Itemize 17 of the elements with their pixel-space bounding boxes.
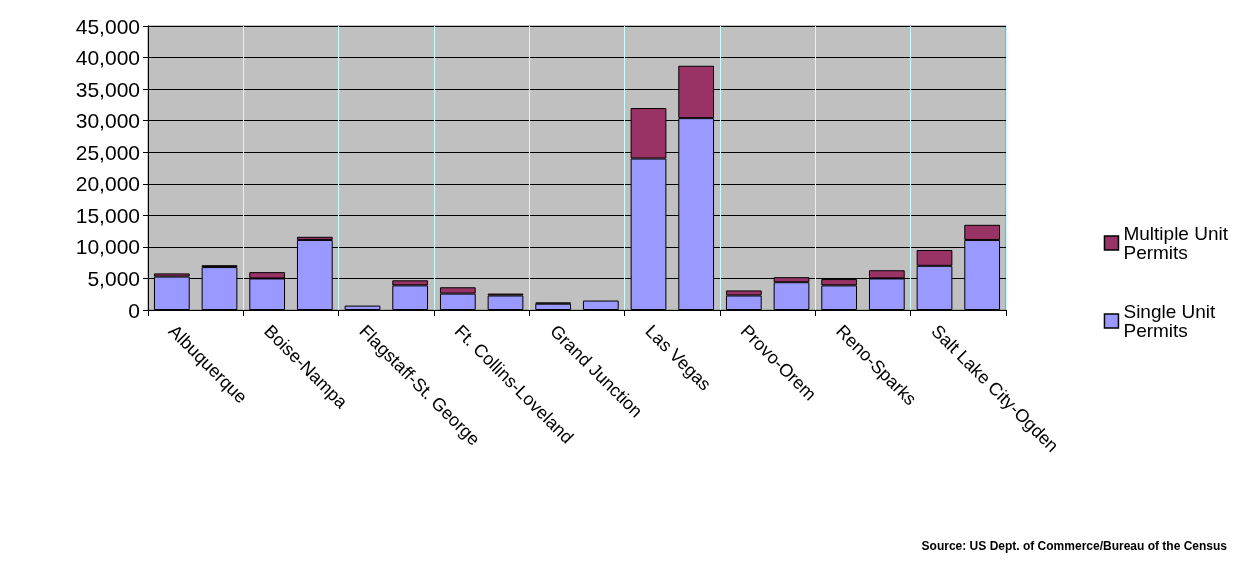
y-tick-label: 40,000	[75, 46, 140, 70]
bar	[487, 295, 524, 310]
legend-label: Multiple Unit Permits	[1123, 223, 1229, 263]
y-tick-label: 45,000	[75, 14, 140, 38]
bar	[535, 303, 572, 310]
y-tick-label: 0	[128, 298, 140, 322]
y-tick-label: 30,000	[75, 109, 140, 133]
bar	[582, 300, 619, 310]
y-tick-label: 15,000	[75, 203, 140, 227]
source-note: Source: US Dept. of Commerce/Bureau of the Census	[921, 539, 1228, 553]
y-tick-label: 5,000	[87, 266, 140, 290]
y-tick-label: 25,000	[75, 140, 140, 164]
y-tick-label: 35,000	[75, 77, 140, 101]
y-tick-label: 10,000	[75, 235, 140, 259]
bar	[344, 305, 381, 310]
y-tick-label: 20,000	[75, 172, 140, 196]
legend-label: Single Unit Permits	[1123, 301, 1217, 341]
